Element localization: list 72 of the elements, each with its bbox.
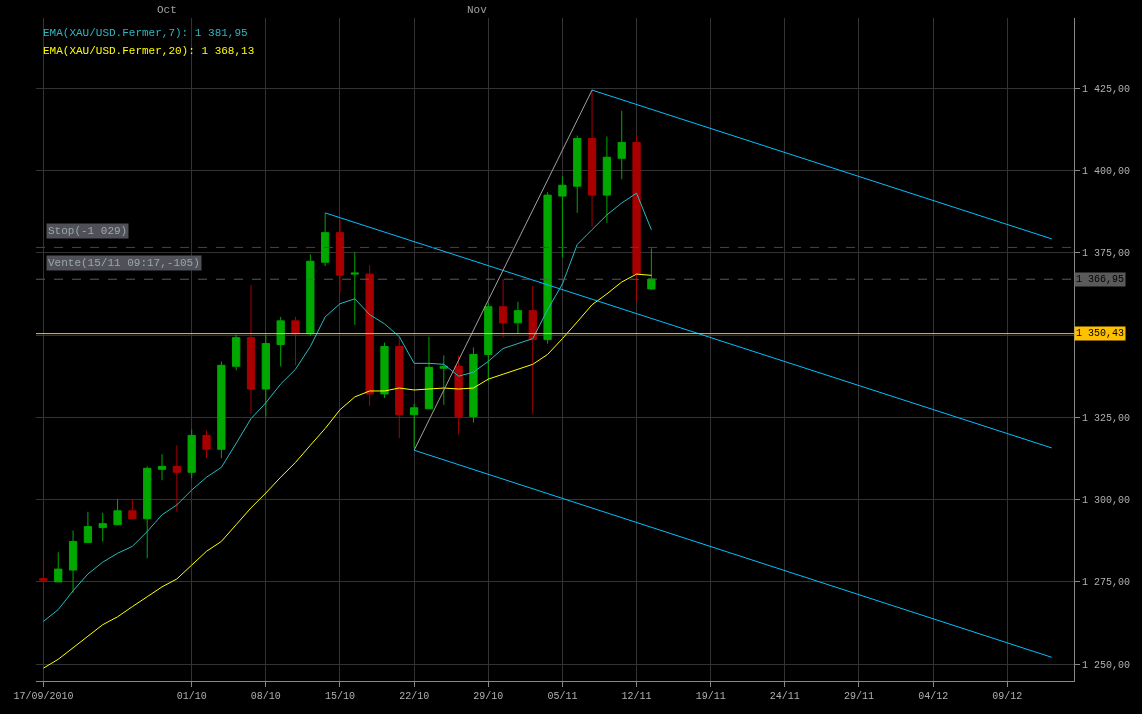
candlestick <box>424 336 434 410</box>
candlestick <box>587 88 597 228</box>
line-series <box>42 273 652 669</box>
candlestick <box>143 465 152 559</box>
candlestick <box>157 453 167 481</box>
y-tick-label: 1 250,00 <box>1082 659 1131 671</box>
x-tick-label: 15/10 <box>324 691 355 702</box>
candlestick <box>98 512 107 542</box>
y-tick-label: 1 300,00 <box>1082 495 1131 507</box>
candlestick <box>335 219 345 294</box>
candlestick <box>306 253 315 337</box>
candlestick <box>113 498 122 527</box>
candlestick <box>291 316 300 366</box>
x-tick-label: 09/12 <box>992 691 1023 702</box>
x-tick-label: 01/10 <box>176 691 207 702</box>
candlestick <box>558 175 567 258</box>
candlestick <box>380 342 389 399</box>
ref-line-label: 1 350,43 <box>1076 328 1125 339</box>
candlestick <box>365 264 374 407</box>
candlestick <box>543 191 552 345</box>
text: EMA(XAU/USD.Fermer,7): 1 381,95 <box>43 27 248 39</box>
candlestick <box>513 301 523 335</box>
candlestick <box>498 278 508 339</box>
y-tick-label: 1 275,00 <box>1082 577 1131 589</box>
candlestick <box>217 360 226 459</box>
candlestick <box>395 336 404 439</box>
candlestick <box>172 444 181 513</box>
candlestick <box>321 212 330 267</box>
y-tick-label: 1 400,00 <box>1082 165 1131 177</box>
candlestick <box>410 403 419 449</box>
candlestick <box>632 135 641 303</box>
x-tick-label: 12/11 <box>621 691 652 702</box>
x-tick-label: 22/10 <box>399 691 430 702</box>
candlestick <box>39 555 48 591</box>
y-tick-label: 1 325,00 <box>1082 412 1131 424</box>
candlestick <box>454 354 463 435</box>
candlestick <box>261 334 270 418</box>
y-tick-label: 1 425,00 <box>1082 83 1131 95</box>
annotation: Vente(15/11 09:17,-105) <box>48 257 200 269</box>
text: EMA(XAU/USD.Fermer,20): 1 368,13 <box>43 45 255 57</box>
x-tick-label: 04/12 <box>918 691 949 702</box>
ref-line-label: 1 366,95 <box>1076 274 1125 285</box>
candlestick <box>128 498 137 520</box>
x-tick-label: 19/11 <box>695 691 726 702</box>
x-tick-label: 29/10 <box>473 691 504 702</box>
x-tick-label: 24/11 <box>769 691 800 702</box>
candlestick <box>484 302 493 382</box>
candlestick <box>602 136 612 224</box>
x-tick-label: 17/09/2010 <box>13 691 74 702</box>
candlestick <box>187 428 196 479</box>
candlestick <box>68 530 78 594</box>
text: Nov <box>467 4 488 16</box>
candlestick <box>232 334 241 371</box>
x-tick-label: 08/10 <box>250 691 281 702</box>
candlestick <box>617 110 626 180</box>
candlestick <box>647 247 656 291</box>
candlestick <box>83 511 93 543</box>
candlestick <box>573 135 582 214</box>
x-tick-label: 05/11 <box>547 691 578 702</box>
candlestick <box>350 251 359 326</box>
candlestick <box>469 347 478 424</box>
candlestick <box>246 284 256 415</box>
x-tick-label: 29/11 <box>843 691 874 702</box>
candlestick <box>528 285 537 415</box>
candlestick <box>276 316 285 367</box>
annotation: Stop(-1 029) <box>48 225 128 237</box>
candlestick <box>202 429 211 459</box>
y-tick-label: 1 375,00 <box>1082 248 1131 260</box>
candlestick <box>54 551 63 583</box>
candlestick <box>439 354 448 406</box>
line-series <box>42 192 652 622</box>
text: Oct <box>157 4 177 16</box>
